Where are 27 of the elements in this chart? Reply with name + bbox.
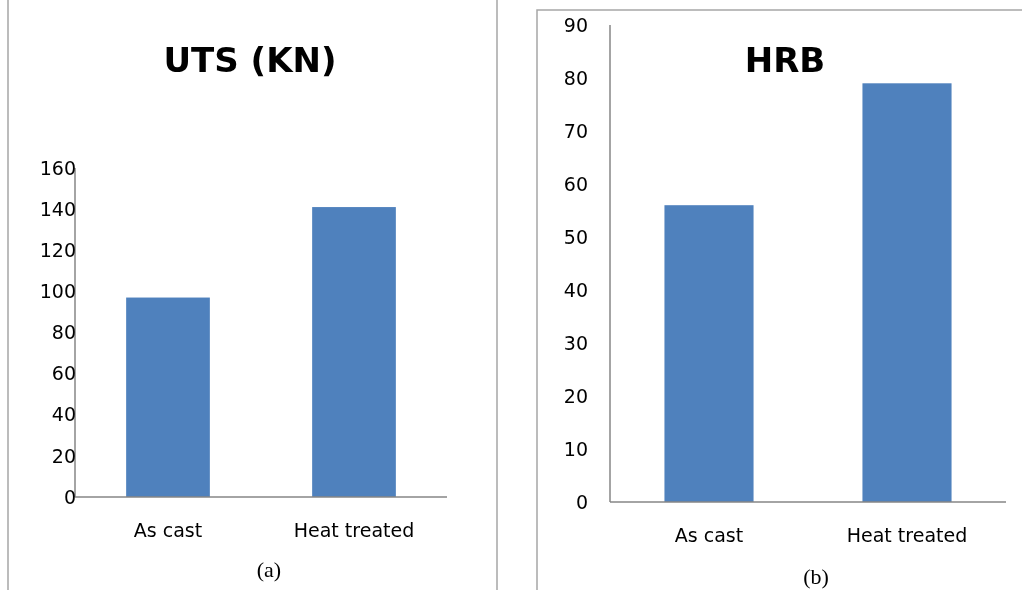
x-tick-label: Heat treated (846, 524, 968, 546)
y-tick-label: 60 (563, 172, 588, 195)
y-tick-label: 80 (51, 321, 76, 344)
y-tick-label: 30 (563, 331, 588, 354)
x-tick-label: As cast (133, 519, 203, 541)
y-tick-label: 140 (39, 197, 76, 220)
y-tick-label: 20 (563, 384, 588, 407)
y-tick-label: 60 (51, 362, 76, 385)
y-tick-label: 10 (563, 437, 588, 460)
x-tick-label: As cast (674, 524, 744, 546)
chart-title: UTS (KN) (163, 39, 337, 80)
text: HRB (744, 39, 826, 80)
y-tick-label: 20 (51, 444, 76, 467)
y-tick-label: 100 (39, 280, 76, 303)
y-tick-label: 0 (63, 485, 76, 508)
text: (b) (803, 564, 829, 589)
y-tick-label: 90 (563, 13, 588, 36)
y-tick-label: 120 (39, 238, 76, 261)
y-tick-label: 160 (39, 156, 76, 179)
y-tick-label: 80 (563, 66, 588, 89)
y-tick-label: 0 (575, 490, 588, 513)
y-tick-label: 40 (563, 278, 588, 301)
y-tick-label: 70 (563, 119, 588, 142)
y-tick-label: 40 (51, 403, 76, 426)
x-tick-label: Heat treated (293, 519, 415, 541)
y-tick-label: 50 (563, 225, 588, 248)
text: (a) (256, 557, 282, 582)
